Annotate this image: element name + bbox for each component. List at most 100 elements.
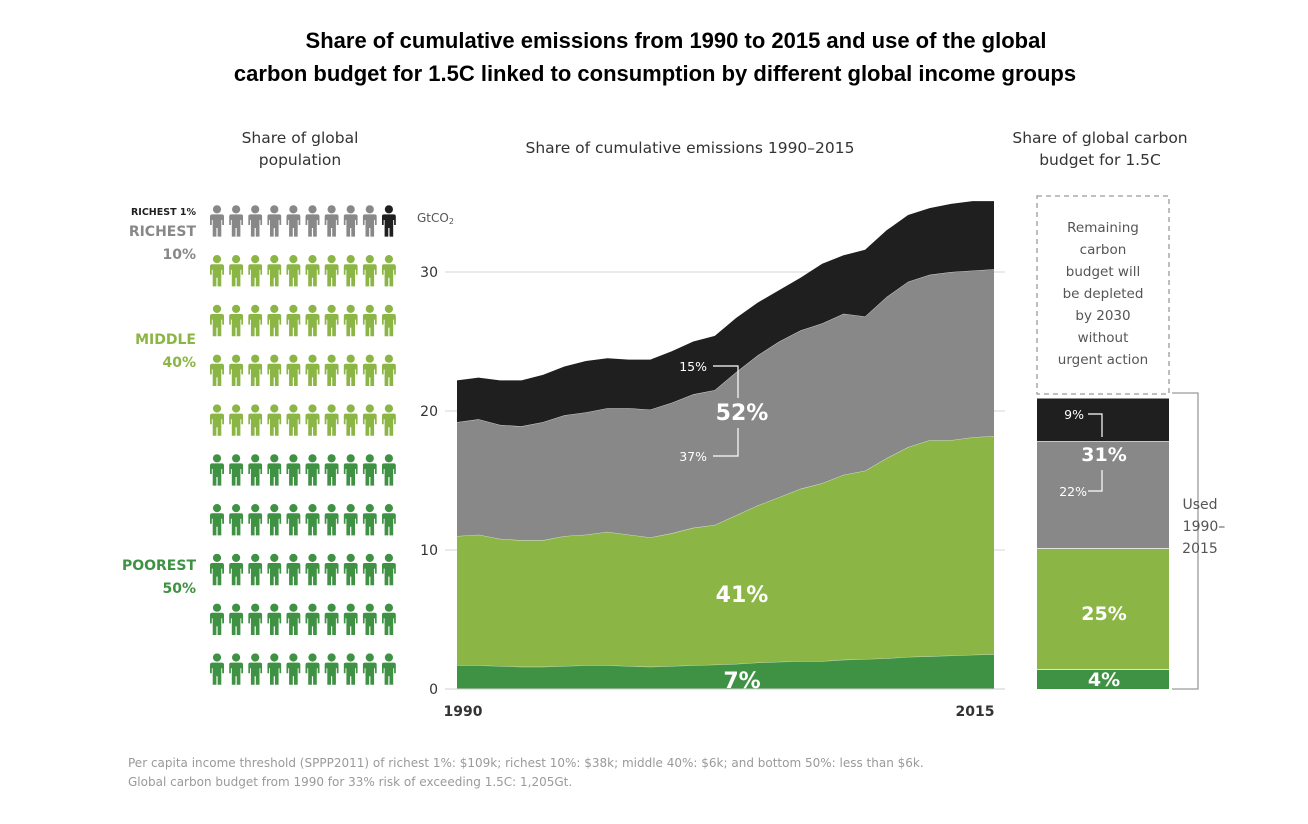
person-icon-poorest-50 [305, 454, 320, 486]
area-boundary-richest-10-excl-1 [456, 268, 995, 427]
person-icon-middle-40 [343, 354, 358, 386]
person-icon-middle-40 [286, 404, 301, 436]
person-icon-poorest-50 [362, 454, 377, 486]
remaining-line-4: be depleted [1063, 286, 1144, 302]
person-icon-middle-40 [267, 404, 282, 436]
person-icon-poorest-50 [362, 603, 377, 635]
person-icon-poorest-50 [248, 504, 263, 536]
remaining-line-3: budget will [1066, 264, 1140, 280]
person-icon-richest-10 [324, 205, 339, 237]
person-icon-poorest-50 [343, 504, 358, 536]
person-icon-middle-40 [229, 354, 244, 386]
person-icon-middle-40 [286, 354, 301, 386]
remaining-line-5: by 2030 [1075, 308, 1130, 324]
person-icon-poorest-50 [248, 553, 263, 586]
annotation-richest-10-pct: 52% [716, 401, 769, 426]
person-icon-poorest-50 [362, 504, 377, 536]
person-icon-poorest-50 [362, 653, 377, 685]
person-icon-poorest-50 [267, 504, 282, 536]
remaining-budget-box [1036, 195, 1170, 395]
person-icon-richest-10 [229, 205, 244, 237]
used-line-2: 1990– [1183, 519, 1226, 535]
person-icon-middle-40 [324, 354, 339, 386]
person-icon-poorest-50 [286, 504, 301, 536]
person-icon-poorest-50 [343, 653, 358, 685]
emissions-bracket [713, 365, 739, 457]
used-line-1: Used [1182, 497, 1217, 513]
person-icon-middle-40 [324, 255, 339, 287]
emissions-header: Share of cumulative emissions 1990–2015 [525, 139, 855, 157]
person-icon-poorest-50 [324, 553, 339, 586]
label-middle-40-pct-line2: 40% [162, 355, 196, 371]
annotation-middle-40-pct: 41% [716, 583, 769, 608]
person-icon-middle-40 [324, 404, 339, 436]
area-middle-40 [457, 436, 994, 667]
label-richest-10-pct-line2: 10% [162, 247, 196, 263]
person-icon-richest-10 [343, 205, 358, 237]
used-bracket [1172, 392, 1199, 690]
person-icon-poorest-50 [305, 504, 320, 536]
person-icon-middle-40 [248, 404, 263, 436]
person-icon-middle-40 [305, 255, 320, 287]
person-icon-poorest-50 [305, 603, 320, 635]
budget-bracket [1088, 413, 1103, 492]
chart-title-line2: carbon budget for 1.5C linked to consump… [233, 61, 1077, 86]
person-icon-poorest-50 [286, 603, 301, 635]
person-icon-richest-10 [362, 205, 377, 237]
person-icon-poorest-50 [229, 553, 244, 586]
person-icon-poorest-50 [229, 603, 244, 635]
person-icon-poorest-50 [305, 553, 320, 586]
person-icon-poorest-50 [267, 454, 282, 486]
annotation-poorest-50-pct: 7% [723, 669, 760, 694]
person-icon-middle-40 [343, 255, 358, 287]
population-header: Share of global population [200, 127, 400, 171]
y-axis-ticks: 0 10 20 30 [420, 265, 438, 698]
label-richest-1-pct: RICHEST 1% [131, 207, 197, 218]
person-icon-middle-40 [362, 304, 377, 337]
person-icon-poorest-50 [267, 553, 282, 586]
person-icon-middle-40 [267, 354, 282, 386]
person-icon-poorest-50 [381, 553, 396, 586]
person-icon-richest-10 [305, 205, 320, 237]
person-icon-poorest-50 [381, 454, 396, 486]
person-icon-middle-40 [305, 404, 320, 436]
person-icon-poorest-50 [381, 603, 396, 635]
person-icon-poorest-50 [286, 454, 301, 486]
person-icon-poorest-50 [229, 504, 244, 536]
person-icon-poorest-50 [324, 504, 339, 536]
person-icon-middle-40 [343, 404, 358, 436]
person-icon-middle-40 [229, 404, 244, 436]
person-icon-middle-40 [381, 304, 396, 337]
annotation-richest-10-excl-1-pct: 37% [679, 449, 707, 464]
person-icon-richest-10 [267, 205, 282, 237]
person-icon-poorest-50 [210, 454, 224, 486]
footnote-line2: Global carbon budget from 1990 for 33% r… [128, 775, 573, 789]
budget-header-line2: budget for 1.5C [1039, 151, 1161, 169]
person-icon-poorest-50 [381, 653, 396, 685]
person-icon-poorest-50 [324, 653, 339, 685]
budget-segment-poorest-50 [1037, 669, 1169, 689]
person-icon-poorest-50 [267, 603, 282, 635]
y-tick-label: 10 [420, 543, 438, 559]
person-icon-middle-40 [229, 255, 244, 287]
person-icon-poorest-50 [343, 553, 358, 586]
budget-label-middle-40-pct: 25% [1081, 603, 1126, 625]
person-icon-poorest-50 [210, 504, 224, 536]
budget-header-line1: Share of global carbon [1012, 129, 1188, 147]
person-icon-poorest-50 [343, 603, 358, 635]
person-icon-middle-40 [248, 304, 263, 337]
grid-lines [445, 271, 1005, 551]
person-icon-richest-10 [210, 205, 224, 237]
budget-label-richest-10-pct: 31% [1081, 444, 1126, 466]
person-icon-middle-40 [210, 354, 224, 386]
person-icon-middle-40 [248, 354, 263, 386]
person-icon-poorest-50 [324, 603, 339, 635]
person-icon-poorest-50 [229, 454, 244, 486]
area-boundary-poorest-50 [457, 653, 995, 668]
y-tick-label: 0 [429, 682, 438, 698]
person-icon-poorest-50 [362, 553, 377, 586]
person-icon-middle-40 [286, 304, 301, 337]
y-unit-subscript: 2 [449, 217, 454, 226]
person-icon-middle-40 [324, 304, 339, 337]
